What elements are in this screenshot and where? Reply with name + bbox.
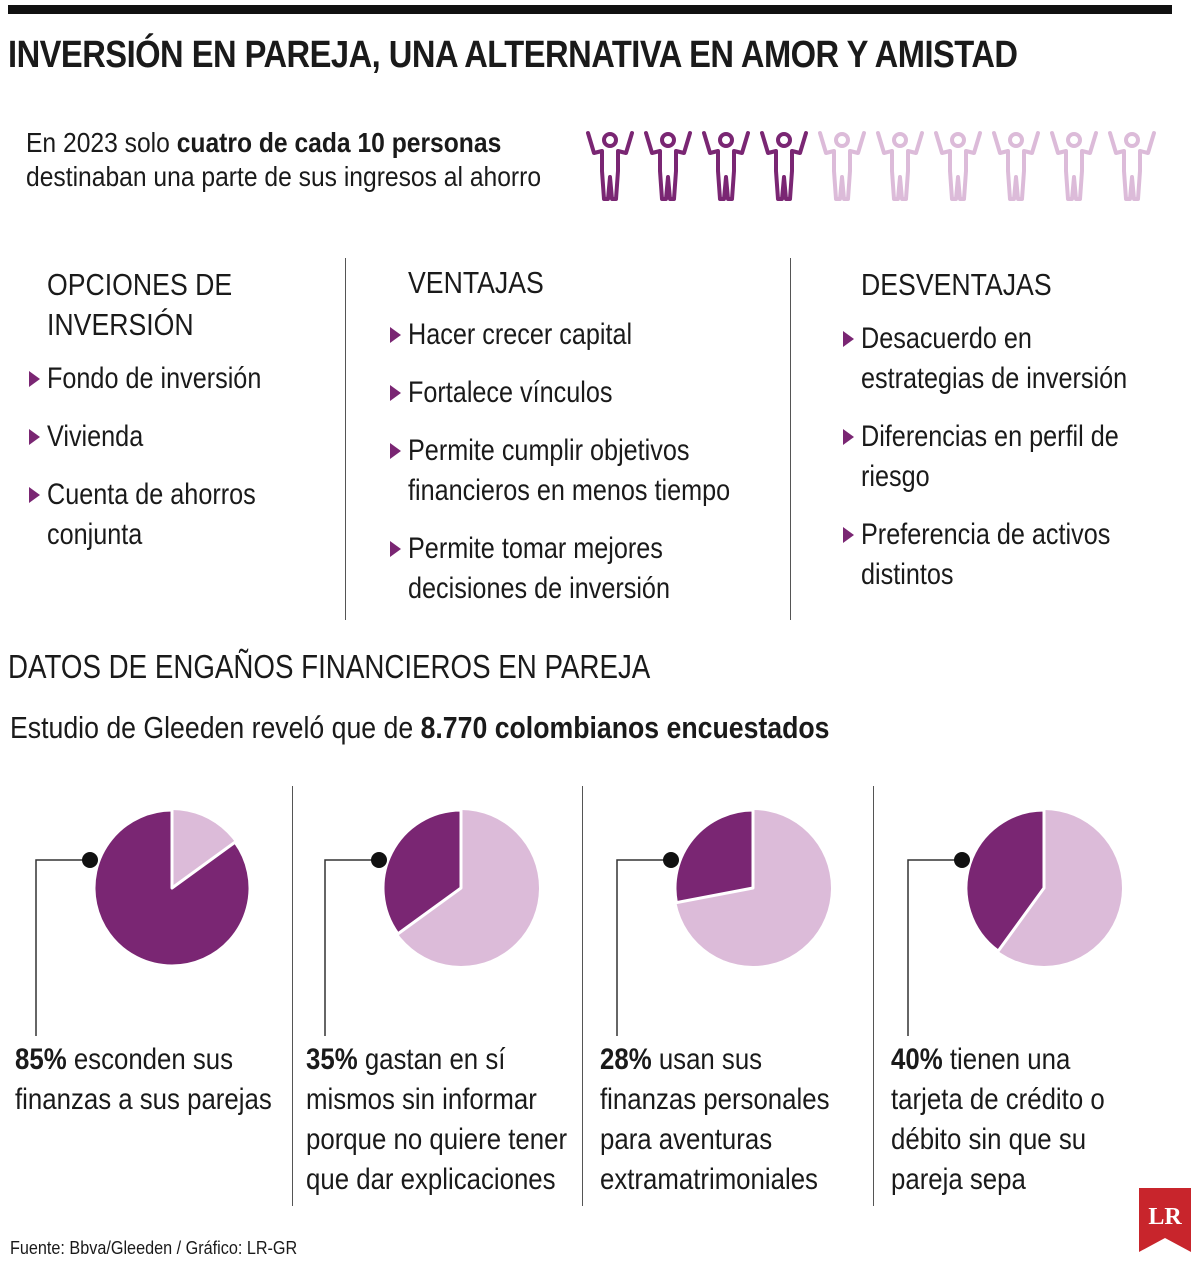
leader-line (324, 859, 379, 1036)
advantages-column: VENTAJAS Hacer crecer capital Fortalece … (390, 263, 768, 627)
leader-line (907, 859, 962, 1036)
study-text: Estudio de Gleeden reveló que de 8.770 c… (10, 710, 830, 746)
intro-text: En 2023 solo cuatro de cada 10 personas … (26, 126, 541, 194)
source-text: Fuente: Bbva/Gleeden / Gráfico: LR-GR (10, 1238, 298, 1258)
intro-prefix: En 2023 solo (26, 127, 177, 158)
study-highlight: 8.770 colombianos encuestados (420, 710, 830, 745)
advantages-list: Hacer crecer capital Fortalece vínculos … (388, 315, 768, 609)
person-arms-up-icon (644, 131, 692, 201)
pie-divider (292, 786, 293, 1206)
pie-caption: 28% usan sus finanzas personales para av… (600, 1043, 830, 1196)
disadvantages-column: DESVENTAJAS Desacuerdo en estrategias de… (843, 265, 1181, 613)
person-arms-up-icon (1050, 131, 1098, 201)
logo-text: LR (1148, 1204, 1182, 1230)
page-title: INVERSIÓN EN PAREJA, UNA ALTERNATIVA EN … (8, 34, 1018, 76)
options-heading: OPCIONES DE INVERSIÓN (47, 265, 296, 345)
pie-divider (582, 786, 583, 1206)
bullet-triangle-icon (843, 429, 854, 445)
leader-line (616, 859, 671, 1036)
options-heading-line2: INVERSIÓN (47, 307, 194, 342)
pie-caption: 85% esconden sus finanzas a sus parejas (15, 1043, 272, 1116)
study-prefix: Estudio de Gleeden reveló que de (10, 710, 421, 745)
person-arms-up-icon (818, 131, 866, 201)
pie-chart (35, 808, 252, 1036)
bullet-triangle-icon (390, 327, 401, 343)
intro-highlight: cuatro de cada 10 personas (176, 127, 502, 158)
disadvantages-list: Desacuerdo en estrategias de inversión D… (841, 319, 1181, 595)
bullet-triangle-icon (843, 527, 854, 543)
top-rule (8, 5, 1172, 14)
list-item: Preferencia de activos distintos (841, 515, 1121, 595)
bullet-triangle-icon (29, 487, 40, 503)
list-item: Hacer crecer capital (388, 315, 768, 355)
person-arms-up-icon (934, 131, 982, 201)
pie-slice-value (964, 808, 1046, 953)
leader-dot (954, 852, 970, 868)
pie-value-label: 40% (891, 1043, 943, 1076)
pie-chart (324, 808, 539, 1036)
list-item: Fortalece vínculos (388, 373, 768, 413)
leader-dot (663, 852, 679, 868)
list-item: Permite cumplir objetivos financieros en… (388, 431, 738, 511)
leader-line (35, 859, 90, 1036)
leader-dot (82, 852, 98, 868)
leader-dot (371, 852, 387, 868)
options-column: OPCIONES DE INVERSIÓN Fondo de inversión… (29, 265, 337, 573)
list-item: Permite tomar mejores decisiones de inve… (388, 529, 688, 609)
people-icons (586, 131, 1156, 201)
pie-slice-value (673, 808, 755, 905)
bullet-triangle-icon (390, 385, 401, 401)
bullet-triangle-icon (29, 429, 40, 445)
pie-caption: 40% tienen una tarjeta de crédito o débi… (891, 1043, 1105, 1196)
column-divider (790, 258, 791, 620)
pie-value-label: 85% (15, 1043, 67, 1076)
bullet-triangle-icon (29, 371, 40, 387)
person-arms-up-icon (702, 131, 750, 201)
pie-divider (873, 786, 874, 1206)
list-item: Desacuerdo en estrategias de inversión (841, 319, 1131, 399)
disadvantages-heading: DESVENTAJAS (861, 267, 1052, 302)
person-arms-up-icon (1108, 131, 1156, 201)
list-item: Cuenta de ahorros conjunta (27, 475, 307, 555)
person-arms-up-icon (876, 131, 924, 201)
list-item: Diferencias en perfil de riesgo (841, 417, 1141, 497)
intro-line2: destinaban una parte de sus ingresos al … (26, 161, 542, 192)
person-arms-up-icon (992, 131, 1040, 201)
pie-value-label: 28% (600, 1043, 652, 1076)
column-divider (345, 258, 346, 620)
bullet-triangle-icon (843, 331, 854, 347)
pie-chart (616, 808, 831, 1036)
lr-logo: LR (1139, 1188, 1191, 1252)
pie-slice-value (381, 808, 463, 936)
bullet-triangle-icon (390, 443, 401, 459)
pie-chart (907, 808, 1122, 1036)
person-arms-up-icon (760, 131, 808, 201)
list-item: Fondo de inversión (27, 359, 337, 399)
bullet-triangle-icon (390, 541, 401, 557)
list-item: Vivienda (27, 417, 337, 457)
advantages-heading: VENTAJAS (408, 265, 544, 300)
options-heading-line1: OPCIONES DE (47, 267, 233, 302)
section-title: DATOS DE ENGAÑOS FINANCIEROS EN PAREJA (8, 648, 651, 685)
person-arms-up-icon (586, 131, 634, 201)
pie-caption: 35% gastan en sí mismos sin informar por… (306, 1043, 568, 1196)
options-list: Fondo de inversión Vivienda Cuenta de ah… (27, 359, 337, 555)
pie-charts (35, 808, 1122, 1036)
pie-value-label: 35% (306, 1043, 358, 1076)
